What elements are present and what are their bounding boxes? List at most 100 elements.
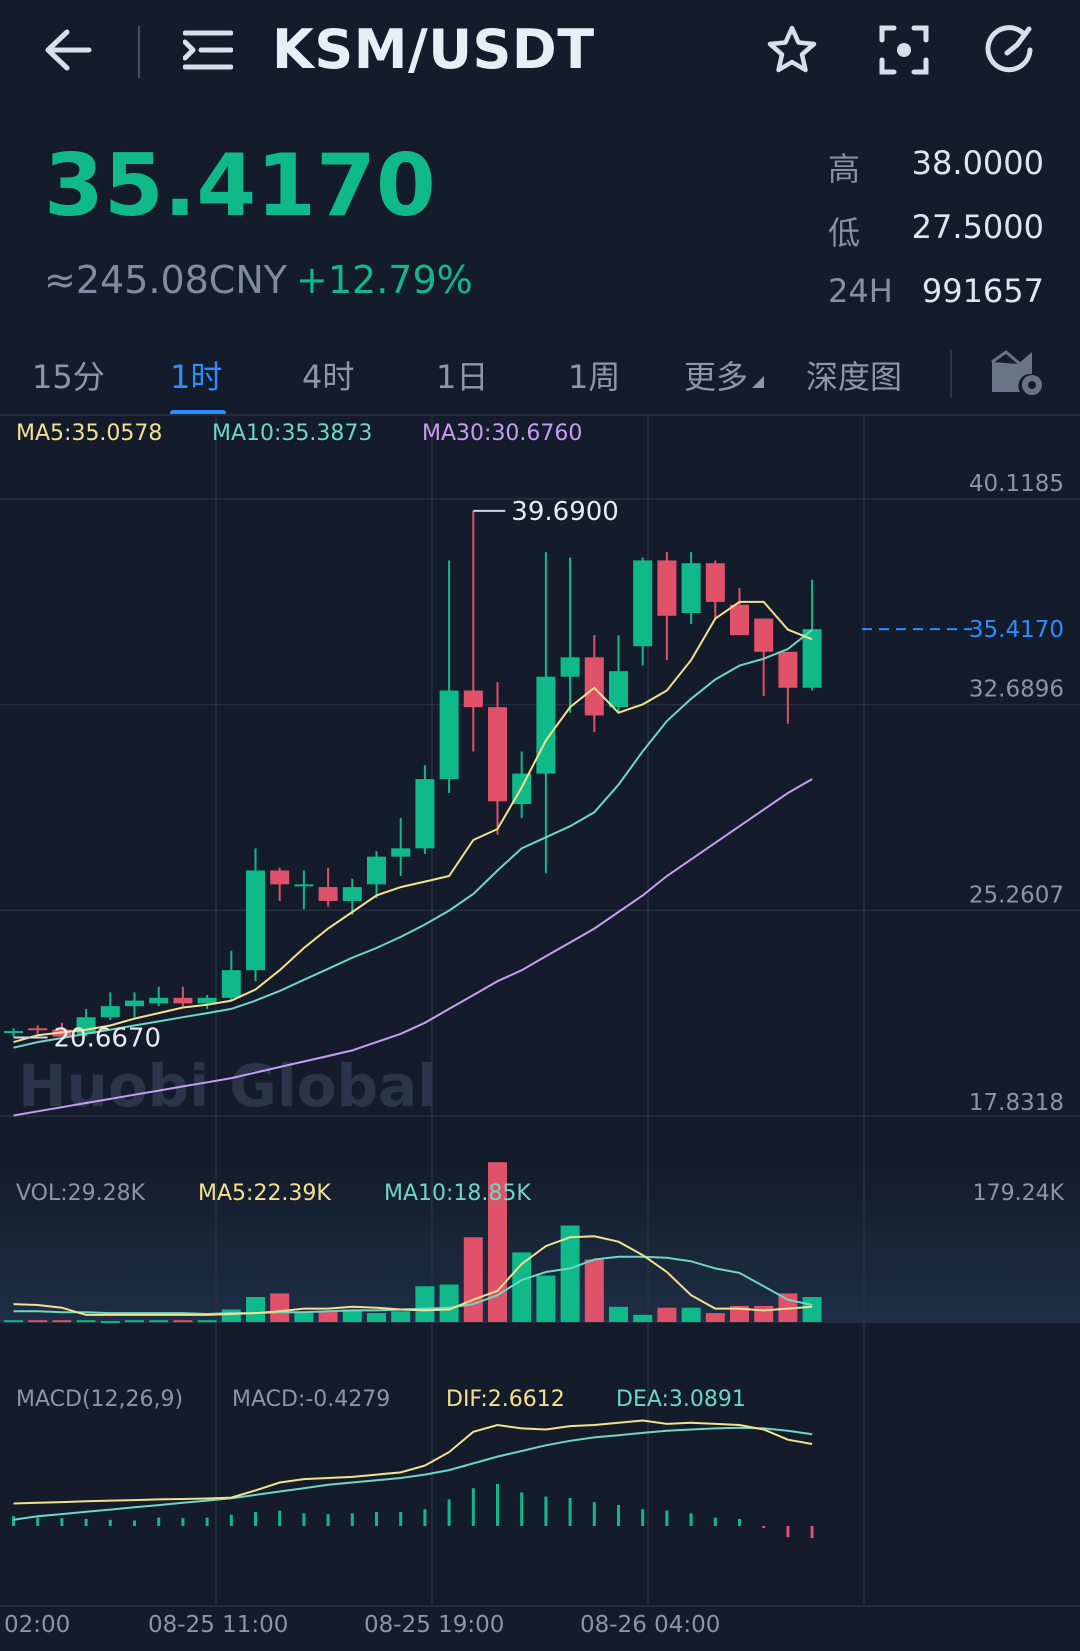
cny-price: ≈245.08CNY [44, 258, 287, 302]
volume-bar-23 [560, 1225, 580, 1322]
candle-body-27 [657, 560, 677, 616]
watermark-text: Huobi Global [18, 1052, 437, 1120]
candle-body-22 [536, 676, 556, 774]
candle-body-14 [342, 887, 362, 901]
candle-body-5 [125, 1000, 144, 1007]
volume-24h-label: 24H [828, 272, 893, 310]
macd-hist-15 [375, 1512, 378, 1526]
tab-1hour[interactable]: 1时 [170, 358, 223, 396]
volume-bar-10 [246, 1297, 265, 1322]
macd-hist-24 [592, 1502, 596, 1526]
pair-title[interactable]: KSM/USDT [272, 18, 595, 81]
volume-bar-12 [294, 1313, 314, 1322]
candle-body-19 [463, 690, 483, 708]
volume-bar-2 [52, 1320, 72, 1323]
vol-legend: VOL:29.28K [16, 1181, 146, 1206]
volume-bar-31 [754, 1305, 774, 1322]
candle-body-26 [633, 560, 653, 647]
candle-body-31 [754, 618, 774, 652]
ma30-legend: MA30:30.6760 [422, 421, 582, 446]
chart-settings-icon[interactable] [990, 348, 1042, 398]
candle-body-25 [609, 671, 628, 708]
high-value: 38.0000 [911, 144, 1044, 182]
macd-hist-11 [278, 1510, 282, 1526]
tab-more-label: 更多 [684, 358, 749, 396]
volume-bar-22 [536, 1275, 556, 1322]
volume-24h-value: 991657 [921, 272, 1044, 310]
macd-hist-20 [496, 1484, 499, 1526]
macd-hist-32 [786, 1526, 790, 1538]
volume-bar-0 [4, 1320, 23, 1323]
volume-bar-8 [197, 1320, 217, 1323]
kline-chart[interactable]: Huobi Global 40.1185 32.6896 25.2607 17.… [0, 416, 1080, 1647]
ma5-line [13, 600, 813, 1044]
ma10-legend: MA10:35.3873 [212, 421, 372, 446]
change-percent: +12.79% [296, 258, 473, 302]
macd-hist-9 [229, 1514, 233, 1526]
tab-15min[interactable]: 15分 [32, 358, 105, 396]
candle-body-18 [439, 690, 459, 780]
header-divider [138, 26, 140, 78]
dif-legend: DIF:2.6612 [446, 1387, 565, 1412]
macd-params-legend: MACD(12,26,9) [16, 1387, 183, 1412]
macd-hist-3 [84, 1519, 88, 1526]
active-tab-indicator [170, 410, 226, 416]
volume-bar-20 [488, 1162, 507, 1322]
star-icon[interactable] [764, 22, 820, 78]
refresh-icon[interactable] [982, 22, 1038, 78]
macd-hist-30 [738, 1519, 741, 1526]
dea-line [13, 1426, 813, 1521]
price-axis-label-4: 17.8318 [969, 1090, 1064, 1116]
tab-1day[interactable]: 1日 [436, 358, 489, 396]
vol-ma5-legend: MA5:22.39K [198, 1181, 331, 1206]
candle-body-9 [221, 970, 241, 998]
volume-bar-28 [681, 1307, 701, 1322]
candle-body-4 [100, 1006, 120, 1018]
volume-bar-5 [125, 1320, 144, 1323]
tab-4hour[interactable]: 4时 [302, 358, 355, 396]
candle-body-7 [173, 997, 193, 1004]
candles-group [4, 510, 822, 1037]
candle-body-17 [415, 779, 435, 849]
macd-hist-2 [60, 1518, 64, 1526]
macd-hist-18 [447, 1499, 451, 1526]
candle-body-6 [149, 997, 169, 1004]
menu-list-icon[interactable] [180, 22, 236, 78]
tab-1week[interactable]: 1周 [568, 358, 621, 396]
macd-hist-4 [108, 1519, 112, 1526]
candle-body-30 [730, 604, 749, 636]
macd-value-legend: MACD:-0.4279 [232, 1387, 390, 1412]
candle-body-20 [488, 707, 507, 802]
back-arrow-icon[interactable] [40, 22, 96, 78]
high-marker-label: 39.6900 [511, 497, 619, 527]
candle-body-11 [270, 870, 290, 885]
macd-hist-33 [810, 1526, 814, 1539]
volume-bar-15 [367, 1313, 386, 1322]
tab-more[interactable]: 更多 [684, 352, 765, 398]
volume-bar-9 [221, 1309, 241, 1322]
macd-hist-23 [568, 1498, 572, 1526]
macd-hist-1 [36, 1517, 40, 1526]
macd-group [12, 1419, 814, 1539]
volume-bar-6 [149, 1320, 169, 1323]
candle-body-23 [560, 657, 580, 677]
time-label-3: 08-25 19:00 [364, 1612, 504, 1638]
candle-body-0 [4, 1031, 23, 1034]
chart-grid [0, 416, 1080, 1607]
volume-bars-group [4, 1162, 822, 1324]
macd-hist-31 [762, 1526, 766, 1528]
low-value: 27.5000 [911, 208, 1044, 246]
candle-body-24 [584, 657, 604, 716]
kline-chart-area[interactable]: Huobi Global 40.1185 32.6896 25.2607 17.… [0, 416, 1080, 1647]
tabs-border [0, 414, 1080, 416]
tab-depth-chart[interactable]: 深度图 [806, 358, 903, 396]
candle-body-32 [778, 651, 798, 688]
price-axis-label-1: 40.1185 [969, 471, 1064, 497]
macd-hist-17 [423, 1509, 427, 1526]
macd-hist-25 [617, 1505, 620, 1526]
scan-icon[interactable] [876, 22, 932, 78]
dif-line [13, 1419, 813, 1505]
candle-body-29 [705, 563, 725, 602]
ma30-line [13, 778, 813, 1117]
volume-bar-18 [439, 1284, 459, 1322]
